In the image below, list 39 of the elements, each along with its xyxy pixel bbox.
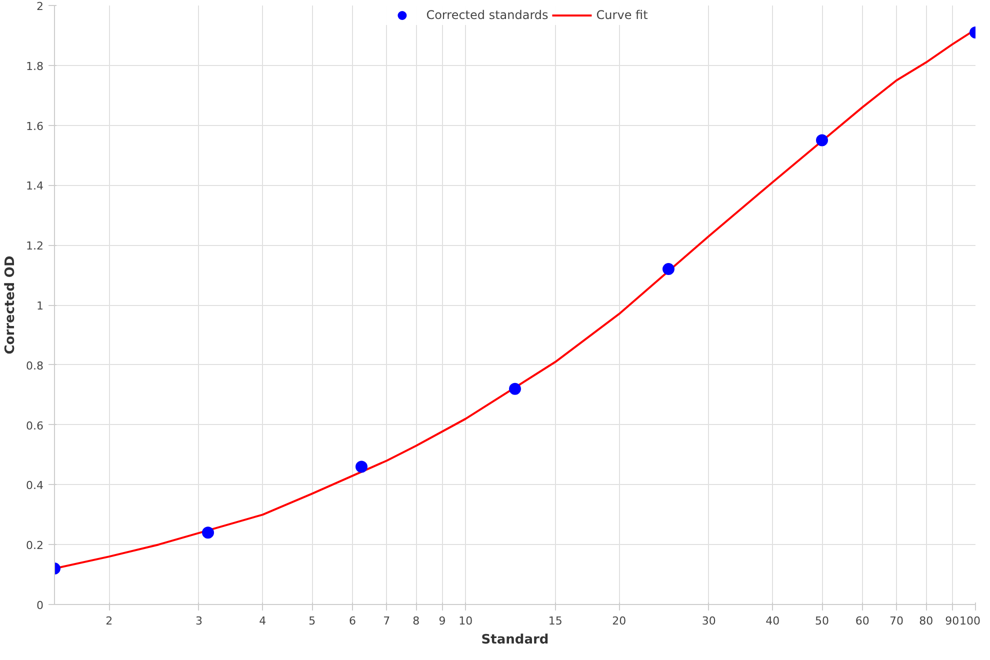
x-tick-label: 30 — [702, 614, 716, 628]
point — [202, 526, 214, 539]
x-tick-label: 7 — [383, 614, 390, 628]
x-tick-label: 5 — [308, 614, 316, 628]
x-tick-label: 8 — [412, 614, 420, 628]
x-tick-label: 15 — [548, 614, 562, 628]
y-tick-label: 1 — [36, 300, 44, 312]
y-tick-label: 1.2 — [26, 240, 44, 253]
x-tick-label: 3 — [195, 614, 202, 628]
y-tick-label: 0 — [36, 599, 44, 612]
y-tick-label: 1.4 — [26, 180, 44, 193]
x-tick-label: 100 — [960, 614, 981, 628]
x-tick-label: 40 — [766, 614, 780, 628]
x-tick-label: 2 — [106, 614, 113, 628]
x-tick-label: 60 — [855, 614, 870, 628]
y-tick-label: 2 — [36, 0, 44, 13]
y-tick-label: 0.4 — [26, 479, 44, 492]
x-tick-label: 9 — [438, 614, 446, 628]
y-tick-label: 1.6 — [26, 120, 44, 133]
y-axis-title: Corrected OD — [3, 256, 18, 354]
x-axis-title: Standard — [481, 632, 549, 648]
legend-label: Corrected standards — [426, 8, 548, 22]
legend-label: Curve fit — [596, 8, 648, 22]
x-tick-label: 90 — [945, 614, 960, 628]
point — [662, 263, 674, 276]
y-tick-label: 1.8 — [26, 60, 44, 73]
y-tick-label: 0.6 — [26, 419, 44, 432]
x-tick-label: 80 — [919, 614, 934, 628]
x-tick-label: 6 — [348, 614, 356, 628]
point — [816, 134, 828, 146]
x-tick-label: 50 — [815, 614, 829, 628]
point — [509, 382, 521, 395]
x-tick-label: 70 — [890, 614, 904, 628]
y-tick-label: 0.8 — [26, 359, 44, 372]
x-tick-label: 4 — [259, 614, 266, 628]
y-tick-label: 0.2 — [26, 539, 44, 552]
point — [356, 460, 368, 473]
x-tick-label: 20 — [612, 614, 626, 628]
x-tick-label: 10 — [458, 614, 473, 628]
